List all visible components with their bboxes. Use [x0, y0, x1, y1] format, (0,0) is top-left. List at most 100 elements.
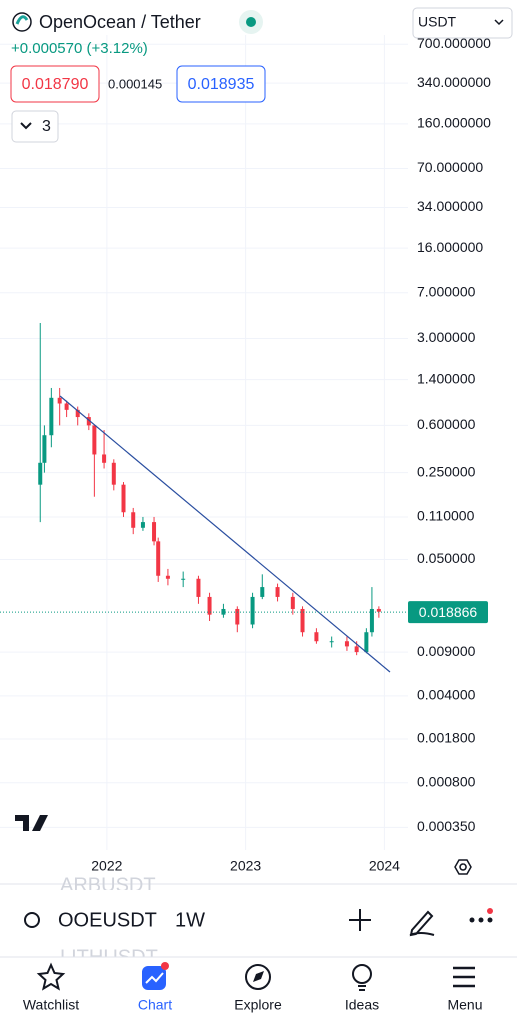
candle-body — [181, 578, 186, 580]
sell-button[interactable] — [10, 65, 100, 103]
explore-icon — [245, 964, 271, 990]
chart-icon-line — [145, 972, 164, 984]
candle-body — [152, 522, 157, 542]
candle-body — [57, 397, 62, 404]
chevron — [494, 19, 504, 26]
y-tick-label: 0.000350 — [417, 818, 476, 834]
ask: 0.018935 — [188, 76, 255, 93]
y-tick-label: 0.004000 — [417, 687, 476, 703]
currency-label: USDT — [418, 14, 457, 30]
more-button[interactable] — [469, 908, 494, 923]
candle-body — [38, 462, 43, 485]
symbol[interactable]: OOEUSDT — [58, 909, 157, 931]
bid: 0.018790 — [22, 76, 89, 93]
bulb-base — [358, 985, 366, 991]
ideas-icon — [352, 964, 372, 984]
candle-body — [369, 608, 374, 633]
draw-button[interactable] — [409, 910, 435, 937]
candle-body — [314, 632, 319, 642]
candle-body — [156, 541, 161, 576]
y-tick-label: 340.000000 — [417, 74, 491, 90]
candle-body — [140, 522, 145, 528]
y-tick-label: 700.000000 — [417, 35, 491, 51]
last-price-tag — [408, 601, 488, 624]
candle-body — [64, 403, 69, 410]
tv-logo — [15, 815, 48, 831]
candle-body — [344, 641, 349, 647]
grid — [0, 35, 408, 850]
candles — [38, 322, 381, 656]
compass-needle — [253, 971, 264, 982]
candle-body — [165, 575, 170, 579]
candle-body — [86, 417, 91, 426]
y-tick-label: 1.400000 — [417, 370, 476, 386]
symbol-icon — [24, 912, 40, 928]
y-tick-label: 0.250000 — [417, 463, 476, 479]
candle-body — [207, 596, 212, 615]
nav-label[interactable]: Watchlist — [23, 997, 79, 1013]
candle-body — [102, 454, 107, 463]
last-price-label: 0.018866 — [419, 604, 478, 620]
y-tick-label: 0.600000 — [417, 416, 476, 432]
candle-body — [354, 646, 359, 653]
coin-logo — [15, 15, 29, 25]
spread: 0.000145 — [108, 76, 162, 91]
y-tick-label: 70.000000 — [417, 159, 483, 175]
candle-body — [49, 397, 54, 436]
candle-body — [364, 632, 369, 653]
chevron — [20, 122, 32, 130]
candle-body — [196, 578, 201, 597]
indicator-count: 3 — [42, 118, 51, 135]
y-tick-label: 34.000000 — [417, 198, 483, 214]
x-tick-label: 2024 — [369, 858, 400, 874]
y-tick-label: 0.009000 — [417, 643, 476, 659]
nav-label[interactable]: Chart — [138, 997, 172, 1013]
candle-body — [275, 587, 280, 597]
add-button[interactable] — [349, 909, 371, 931]
trend-line — [59, 395, 391, 673]
x-tick-label: 2022 — [91, 858, 122, 874]
nav-label[interactable]: Menu — [447, 997, 482, 1013]
candle-body — [221, 608, 226, 615]
y-tick-label: 0.110000 — [417, 508, 475, 524]
candle-body — [235, 608, 240, 625]
y-tick-label: 0.050000 — [417, 550, 476, 566]
buy-button[interactable] — [176, 65, 266, 103]
badge — [161, 962, 169, 970]
x-tick-label: 2023 — [230, 858, 261, 874]
indicators-toggle[interactable] — [11, 110, 59, 143]
candle-body — [290, 596, 295, 609]
settings-button[interactable] — [454, 859, 472, 875]
nav-label[interactable]: Ideas — [345, 997, 379, 1013]
candle-body — [329, 641, 334, 643]
y-tick-label: 0.001800 — [417, 730, 476, 746]
status-dot — [246, 17, 256, 27]
symbol-bar — [0, 890, 517, 950]
currency-select[interactable] — [412, 7, 513, 39]
interval[interactable]: 1W — [175, 909, 205, 931]
candle-body — [111, 462, 116, 485]
y-tick-label: 3.000000 — [417, 329, 476, 345]
nav-label[interactable]: Explore — [234, 997, 282, 1013]
nav-labels: Watchlist Chart Explore Ideas Menu — [23, 997, 483, 1013]
y-tick-label: 7.000000 — [417, 283, 476, 299]
nav-bar — [0, 957, 517, 1024]
candle-body — [42, 435, 47, 463]
candle-body — [92, 425, 97, 455]
title: OpenOcean / Tether — [39, 12, 201, 32]
y-tick-label: 16.000000 — [417, 239, 483, 255]
candle-body — [376, 608, 381, 612]
menu-icon — [453, 966, 475, 988]
candle-body — [131, 512, 136, 528]
candle-body — [250, 596, 255, 625]
candle-body — [75, 409, 80, 418]
change: +0.000570 (+3.12%) — [11, 40, 148, 57]
watchlist-icon — [36, 962, 66, 991]
y-tick-label: 0.000800 — [417, 773, 476, 789]
candle-body — [121, 484, 126, 513]
candle-body — [260, 587, 265, 597]
y-tick-label: 160.000000 — [417, 115, 491, 131]
